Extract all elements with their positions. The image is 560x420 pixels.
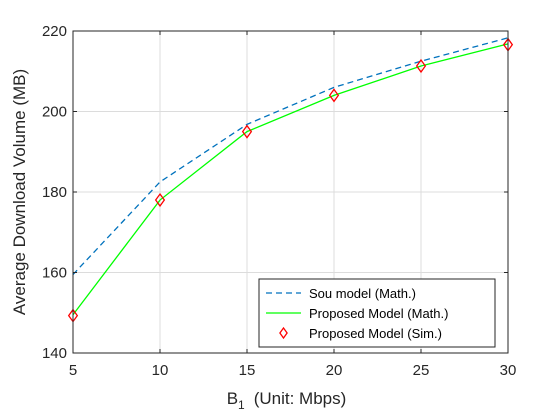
data-point-marker bbox=[154, 192, 166, 208]
series-line bbox=[72, 43, 509, 316]
x-tick-label: 15 bbox=[239, 362, 256, 379]
series-sou-model-math bbox=[72, 37, 509, 275]
data-point-marker bbox=[328, 88, 340, 103]
legend-entry-label: Proposed Model (Math.) bbox=[309, 306, 448, 321]
data-point-marker bbox=[415, 58, 427, 74]
x-axis-label-unit: (Unit: Mbps) bbox=[254, 389, 347, 408]
y-tick-label: 140 bbox=[42, 345, 67, 362]
legend: Sou model (Math.) Proposed Model (Math.) P… bbox=[258, 278, 496, 348]
x-tick-label: 10 bbox=[152, 362, 169, 379]
x-axis-label-base: B bbox=[227, 389, 238, 408]
y-axis-label: Average Download Volume (MB) bbox=[10, 69, 29, 315]
axis-labels: Average Download Volume (MB) B1 (Unit: Mb… bbox=[10, 69, 346, 412]
series-layer bbox=[67, 37, 514, 323]
x-axis-label-subscript: 1 bbox=[238, 398, 245, 412]
series-line bbox=[72, 37, 509, 275]
ticks: 5 10 15 20 25 30 140 160 180 200 220 bbox=[42, 23, 516, 379]
series-proposed-model-math bbox=[72, 43, 509, 316]
y-tick-label: 180 bbox=[42, 184, 67, 201]
data-point-marker bbox=[241, 124, 253, 139]
y-tick-label: 220 bbox=[42, 23, 67, 40]
x-tick-label: 20 bbox=[326, 362, 343, 379]
x-tick-label: 25 bbox=[413, 362, 430, 379]
legend-entry-label: Sou model (Math.) bbox=[309, 286, 416, 301]
x-axis-label: B1 (Unit: Mbps) bbox=[227, 389, 347, 412]
legend-swatch-marker bbox=[279, 326, 288, 340]
y-tick-label: 200 bbox=[42, 104, 67, 121]
legend-entry-label: Proposed Model (Sim.) bbox=[309, 326, 442, 341]
y-tick-label: 160 bbox=[42, 265, 67, 282]
x-tick-label: 30 bbox=[500, 362, 517, 379]
x-tick-label: 5 bbox=[69, 362, 77, 379]
